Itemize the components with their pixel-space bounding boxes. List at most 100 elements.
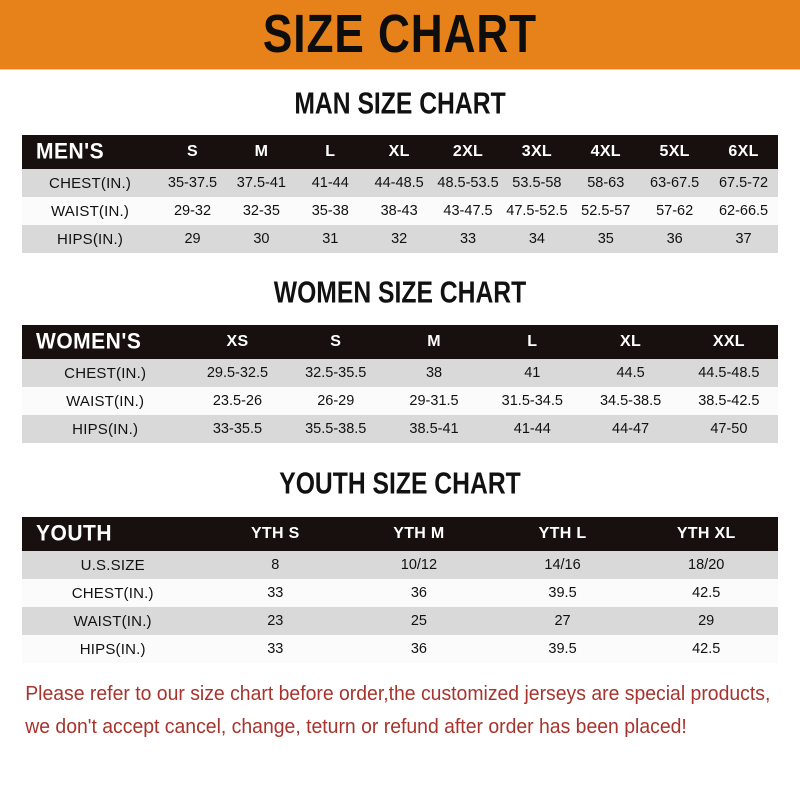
- table-cell: 35-38: [311, 203, 349, 219]
- table-row: HIPS(IN.) 33-35.5 35.5-38.5 38.5-41 41-44 44-…: [22, 415, 778, 443]
- table-row: WAIST(IN.) 23.5-26 26-29 29-31.5 31.5-34.5 34…: [22, 387, 778, 415]
- table-cell: 29: [184, 231, 201, 247]
- table-cell: 36: [410, 641, 427, 657]
- table-cell: 37.5-41: [236, 175, 286, 191]
- table-row: CHEST(IN.) 33 36 39.5 42.5: [22, 579, 778, 607]
- table-cell: 10/12: [400, 557, 438, 573]
- women-size-header-2: S: [330, 333, 342, 350]
- table-cell: 29: [698, 613, 715, 629]
- section-title-women: WOMEN SIZE CHART: [273, 274, 527, 310]
- table-cell: 31: [322, 231, 339, 247]
- man-size-header-5: 2XL: [452, 143, 484, 160]
- table-cell: 32.5-35.5: [305, 365, 367, 381]
- table-cell: 47.5-52.5: [506, 203, 568, 219]
- youth-size-header-4: YTH XL: [676, 525, 736, 542]
- women-size-header-3: M: [427, 333, 441, 350]
- table-cell: 42.5: [692, 641, 721, 657]
- section-women: WOMEN SIZE CHART WOMEN'S XS S M L XL XXL CHEST(…: [0, 253, 800, 443]
- table-cell: 33: [267, 641, 284, 657]
- women-size-header-1: XS: [226, 333, 249, 350]
- youth-size-header-2: YTH M: [393, 525, 445, 542]
- women-corner-label: WOMEN'S: [36, 329, 142, 354]
- youth-size-table: YOUTH YTH S YTH M YTH L YTH XL U.S.SIZE 8 10/12…: [22, 517, 778, 663]
- table-cell: 38: [425, 365, 443, 381]
- table-cell: 58-63: [587, 175, 625, 191]
- table-cell: 38.5-42.5: [698, 393, 760, 409]
- youth-size-header-3: YTH L: [538, 525, 587, 542]
- man-size-header-2: M: [254, 143, 269, 160]
- table-cell: 39.5: [548, 585, 577, 601]
- man-row-label-1: CHEST(IN.): [49, 174, 132, 192]
- order-disclaimer: Please refer to our size chart before or…: [0, 663, 776, 743]
- table-cell: 35: [597, 231, 614, 247]
- table-cell: 44.5-48.5: [698, 365, 760, 381]
- table-cell: 29.5-32.5: [206, 365, 269, 381]
- table-cell: 18/20: [688, 557, 725, 573]
- table-cell: 29-31.5: [409, 393, 459, 409]
- table-cell: 8: [271, 557, 280, 573]
- women-row-label-3: HIPS(IN.): [72, 420, 139, 438]
- table-row: U.S.SIZE 8 10/12 14/16 18/20: [22, 551, 778, 579]
- man-size-header-7: 4XL: [590, 143, 621, 160]
- table-cell: 41-44: [513, 421, 551, 437]
- table-cell: 23.5-26: [212, 393, 263, 409]
- section-youth: YOUTH SIZE CHART YOUTH YTH S YTH M YTH L YTH…: [0, 443, 800, 663]
- table-cell: 29-32: [173, 203, 212, 219]
- table-row: CHEST(IN.) 29.5-32.5 32.5-35.5 38 41 44.5 44.5…: [22, 359, 778, 387]
- table-cell: 53.5-58: [512, 175, 562, 191]
- table-cell: 44-48.5: [374, 175, 424, 191]
- table-cell: 36: [666, 231, 683, 247]
- table-cell: 37: [735, 231, 752, 247]
- youth-size-header-1: YTH S: [250, 525, 300, 542]
- table-cell: 33: [459, 231, 477, 247]
- section-title-man: MAN SIZE CHART: [294, 85, 506, 121]
- women-size-header-6: XXL: [712, 333, 745, 350]
- table-cell: 41-44: [311, 175, 349, 191]
- table-cell: 23: [267, 613, 284, 629]
- table-cell: 35.5-38.5: [305, 421, 367, 437]
- table-cell: 35-37.5: [167, 175, 218, 191]
- table-cell: 33-35.5: [212, 421, 263, 437]
- man-corner-label: MEN'S: [36, 139, 105, 164]
- table-cell: 31.5-34.5: [501, 393, 563, 409]
- table-cell: 63-67.5: [650, 175, 700, 191]
- table-row: HIPS(IN.) 33 36 39.5 42.5: [22, 635, 778, 663]
- page-banner: SIZE CHART: [0, 0, 800, 70]
- man-table-wrapper: MEN'S S M L XL 2XL 3XL 4XL 5XL 6XL CHEST(IN.) 35-37…: [0, 135, 800, 253]
- women-size-table: WOMEN'S XS S M L XL XXL CHEST(IN.) 29.5-32.5 32.5…: [22, 325, 778, 443]
- youth-row-label-2: CHEST(IN.): [71, 584, 154, 602]
- table-cell: 38.5-41: [409, 421, 459, 437]
- youth-row-label-3: WAIST(IN.): [73, 612, 152, 630]
- table-cell: 52.5-57: [581, 203, 631, 219]
- table-cell: 36: [410, 585, 427, 601]
- table-cell: 47-50: [710, 421, 748, 437]
- youth-header-row: YOUTH YTH S YTH M YTH L YTH XL: [22, 517, 778, 551]
- disclaimer-line-2: we don't accept cancel, change, teturn o…: [25, 716, 687, 738]
- table-cell: 26-29: [317, 393, 355, 409]
- table-cell: 57-62: [656, 203, 694, 219]
- women-row-label-1: CHEST(IN.): [64, 364, 147, 382]
- table-cell: 48.5-53.5: [437, 175, 499, 191]
- table-cell: 41: [524, 365, 541, 381]
- man-size-header-3: L: [325, 143, 336, 160]
- youth-table-body: YOUTH YTH S YTH M YTH L YTH XL U.S.SIZE 8 10/12…: [22, 517, 778, 663]
- women-row-label-2: WAIST(IN.): [66, 392, 145, 410]
- table-cell: 38-43: [380, 203, 418, 219]
- table-cell: 67.5-72: [718, 175, 769, 191]
- table-cell: 43-47.5: [443, 203, 493, 219]
- table-cell: 42.5: [692, 585, 721, 601]
- disclaimer-line-1: Please refer to our size chart before or…: [25, 683, 771, 705]
- table-cell: 34: [528, 231, 545, 247]
- table-row: WAIST(IN.) 23 25 27 29: [22, 607, 778, 635]
- man-row-label-2: WAIST(IN.): [50, 202, 130, 220]
- man-size-header-4: XL: [388, 143, 410, 160]
- women-size-header-4: L: [527, 333, 538, 350]
- man-size-header-1: S: [187, 143, 198, 160]
- table-row: CHEST(IN.) 35-37.5 37.5-41 41-44 44-48.5 48.5…: [22, 169, 778, 197]
- table-row: WAIST(IN.) 29-32 32-35 35-38 38-43 43-47.5 47.…: [22, 197, 778, 225]
- youth-row-label-1: U.S.SIZE: [80, 556, 145, 574]
- women-header-row: WOMEN'S XS S M L XL XXL: [22, 325, 778, 359]
- table-cell: 44.5: [616, 365, 645, 381]
- man-size-header-9: 6XL: [728, 143, 759, 160]
